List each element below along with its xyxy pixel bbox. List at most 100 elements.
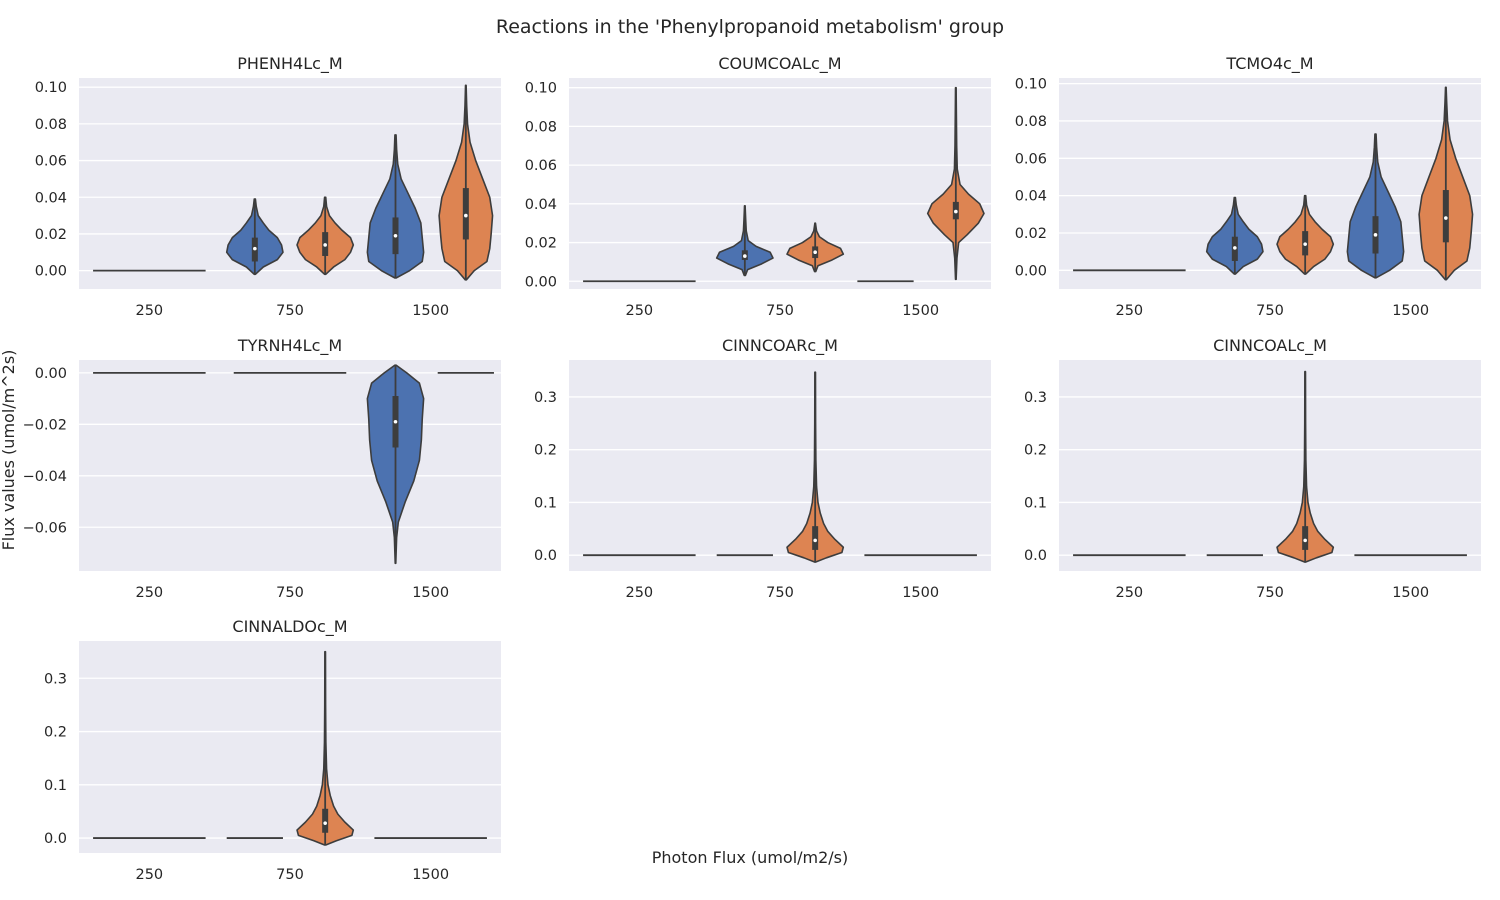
y-tick-label: 0.02 bbox=[35, 227, 67, 243]
plot-area bbox=[79, 641, 501, 853]
panel-title: TCMO4c_M bbox=[1225, 54, 1313, 74]
y-tick-label: 0.2 bbox=[1024, 443, 1047, 459]
y-tick-label: 0.04 bbox=[525, 197, 557, 213]
y-tick-label: 0.2 bbox=[534, 443, 557, 459]
y-tick-label: 0.08 bbox=[525, 119, 557, 135]
panel-title: CINNCOALc_M bbox=[1213, 336, 1327, 356]
y-tick-label: 0.3 bbox=[534, 390, 557, 406]
y-tick-label: 0.00 bbox=[35, 264, 67, 280]
y-tick-label: 0.3 bbox=[1024, 390, 1047, 406]
y-tick-label: −0.04 bbox=[23, 469, 67, 485]
y-axis-label: Flux values (umol/m^2s) bbox=[0, 350, 18, 551]
y-tick-label: 0.04 bbox=[1015, 189, 1047, 205]
y-tick-label: −0.06 bbox=[23, 520, 67, 536]
violin-median bbox=[464, 213, 468, 218]
x-tick-label: 250 bbox=[135, 303, 163, 319]
x-tick-label: 750 bbox=[276, 303, 304, 319]
y-tick-label: 0.06 bbox=[525, 158, 557, 174]
violin-iqr-box bbox=[812, 526, 819, 550]
x-tick-label: 250 bbox=[625, 303, 653, 319]
plot-area bbox=[1059, 360, 1481, 571]
y-tick-label: 0.10 bbox=[35, 80, 67, 96]
panel-title: PHENH4Lc_M bbox=[237, 54, 342, 74]
x-tick-label: 750 bbox=[276, 867, 304, 883]
x-tick-label: 1500 bbox=[412, 303, 449, 319]
y-tick-label: 0.02 bbox=[525, 236, 557, 252]
violin-median bbox=[813, 250, 817, 255]
panels-group: 0.00 0.02 0.04 0.06 0.08 0.10 250 750 1500 PHENH4… bbox=[23, 54, 1481, 883]
violin-iqr-box bbox=[1302, 526, 1309, 550]
x-tick-label: 250 bbox=[1115, 585, 1143, 601]
x-tick-label: 750 bbox=[766, 585, 794, 601]
violin-median bbox=[393, 419, 398, 424]
x-tick-label: 1500 bbox=[1392, 585, 1429, 601]
y-tick-label: 0.1 bbox=[534, 495, 557, 511]
plot-area bbox=[1059, 78, 1481, 289]
panel-title: CINNCOARc_M bbox=[722, 336, 838, 356]
panel-phenh4lc-m: 0.00 0.02 0.04 0.06 0.08 0.10 250 750 1500 PHENH4… bbox=[35, 54, 501, 319]
violin-median bbox=[1444, 216, 1448, 220]
y-tick-label: 0.0 bbox=[44, 831, 67, 847]
y-tick-label: 0.00 bbox=[525, 274, 557, 290]
x-axis-label: Photon Flux (umol/m2/s) bbox=[652, 848, 849, 867]
plot-area bbox=[79, 360, 501, 571]
violin-median bbox=[253, 246, 257, 251]
panel-tcmo4c-m: 0.00 0.02 0.04 0.06 0.08 0.10 250 750 1500 TCMO4c… bbox=[1015, 54, 1481, 319]
x-tick-label: 750 bbox=[1256, 303, 1284, 319]
violin-median bbox=[323, 821, 327, 825]
violin-median bbox=[954, 209, 958, 214]
y-tick-label: 0.04 bbox=[35, 190, 67, 206]
violin-median bbox=[1303, 242, 1307, 246]
y-tick-label: 0.08 bbox=[1015, 114, 1047, 130]
plot-area bbox=[569, 360, 991, 571]
y-tick-label: 0.3 bbox=[44, 671, 67, 687]
violin-median bbox=[743, 254, 747, 258]
x-tick-label: 250 bbox=[135, 867, 163, 883]
x-tick-label: 1500 bbox=[902, 585, 939, 601]
y-tick-label: 0.06 bbox=[1015, 151, 1047, 167]
y-tick-label: 0.00 bbox=[1015, 263, 1047, 279]
x-tick-label: 250 bbox=[625, 585, 653, 601]
x-tick-label: 1500 bbox=[412, 585, 449, 601]
y-tick-label: 0.2 bbox=[44, 725, 67, 741]
x-tick-label: 750 bbox=[276, 585, 304, 601]
y-tick-label: 0.08 bbox=[35, 117, 67, 133]
figure-title: Reactions in the 'Phenylpropanoid metabo… bbox=[496, 16, 1004, 38]
x-tick-label: 1500 bbox=[412, 867, 449, 883]
violin-iqr-box bbox=[1442, 190, 1449, 243]
x-tick-label: 750 bbox=[1256, 585, 1284, 601]
y-tick-label: 0.1 bbox=[1024, 495, 1047, 511]
y-tick-label: 0.0 bbox=[534, 548, 557, 564]
panel-cinncoarc-m: 0.0 0.1 0.2 0.3 250 750 1500 CINNCOARc_M bbox=[534, 336, 991, 601]
x-tick-label: 250 bbox=[135, 585, 163, 601]
panel-cinnaldoc-m: 0.0 0.1 0.2 0.3 250 750 1500 CINNALDOc_M bbox=[44, 617, 501, 883]
plot-area bbox=[79, 78, 501, 289]
x-tick-label: 1500 bbox=[1392, 303, 1429, 319]
y-tick-label: −0.02 bbox=[23, 417, 67, 433]
x-tick-label: 750 bbox=[766, 303, 794, 319]
panel-title: TYRNH4Lc_M bbox=[237, 336, 342, 356]
violin-iqr-box bbox=[322, 808, 329, 833]
x-tick-label: 1500 bbox=[902, 303, 939, 319]
y-tick-label: 0.00 bbox=[35, 366, 67, 382]
violin-median bbox=[813, 538, 817, 543]
y-tick-label: 0.02 bbox=[1015, 226, 1047, 242]
panel-coumcoalc-m: 0.00 0.02 0.04 0.06 0.08 0.10 250 750 1500 COUMCO… bbox=[525, 54, 991, 319]
panel-cinncoalc-m: 0.0 0.1 0.2 0.3 250 750 1500 CINNCOALc_M bbox=[1024, 336, 1481, 601]
violin-median bbox=[1303, 538, 1307, 543]
violin-median bbox=[393, 233, 398, 238]
violin-median bbox=[1373, 233, 1378, 237]
violin-iqr-box bbox=[462, 188, 469, 240]
y-tick-label: 0.0 bbox=[1024, 548, 1047, 564]
x-tick-label: 250 bbox=[1115, 303, 1143, 319]
panel-title: COUMCOALc_M bbox=[718, 54, 841, 74]
panel-title: CINNALDOc_M bbox=[232, 617, 347, 637]
y-tick-label: 0.10 bbox=[525, 81, 557, 97]
y-tick-label: 0.10 bbox=[1015, 77, 1047, 93]
violin-median bbox=[1233, 246, 1237, 250]
plot-area bbox=[569, 78, 991, 289]
y-tick-label: 0.1 bbox=[44, 778, 67, 794]
y-tick-label: 0.06 bbox=[35, 154, 67, 170]
panel-tyrnh4lc-m: 0.00 −0.02 −0.04 −0.06 250 750 1500 TYRNH4Lc_M bbox=[23, 336, 501, 601]
